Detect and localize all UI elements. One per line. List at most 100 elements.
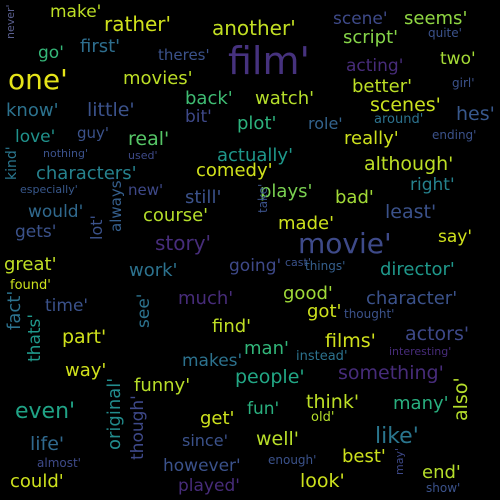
word-show: show' [426, 481, 461, 495]
word-many: many' [393, 393, 449, 414]
word-though: though' [128, 395, 148, 460]
word-fun: fun' [247, 399, 280, 419]
word-movie: movie' [298, 227, 392, 260]
word-say: say' [438, 227, 473, 247]
word-ending: ending' [432, 128, 477, 142]
word-used: used' [128, 149, 158, 162]
word-characters: characters' [36, 163, 137, 184]
word-hes: hes' [456, 103, 495, 125]
word-much: much' [178, 288, 234, 309]
word-found: found' [10, 278, 51, 293]
word-got: got' [307, 301, 342, 322]
word-scenes: scenes' [370, 94, 441, 116]
word-made: made' [278, 213, 335, 234]
word-really: really' [344, 128, 399, 149]
word-thought: thought' [344, 307, 395, 321]
word-thats: thats' [25, 313, 45, 362]
word-plot: plot' [237, 113, 277, 134]
word-character: character' [366, 288, 458, 309]
word-going: going' [229, 256, 282, 276]
word-especially: especially' [20, 183, 78, 196]
word-first: first' [80, 36, 121, 57]
word-right: right' [410, 175, 455, 195]
word-great: great' [4, 254, 57, 275]
word-lot: lot' [87, 215, 106, 240]
word-story: story' [155, 231, 212, 255]
word-around: around' [374, 112, 424, 127]
word-like: like' [375, 424, 419, 449]
word-old: old' [311, 410, 335, 425]
word-new: new' [128, 181, 164, 199]
word-makes: makes' [182, 351, 243, 371]
word-film: film' [228, 39, 310, 83]
word-however: however' [163, 456, 241, 476]
word-girl: girl' [452, 76, 475, 90]
word-funny: funny' [134, 375, 191, 396]
word-actors: actors' [405, 323, 470, 345]
word-enough: enough' [268, 453, 317, 467]
word-actually: actually' [217, 145, 294, 166]
word-also: also' [450, 377, 472, 421]
word-movies: movies' [123, 68, 193, 89]
word-instead: instead' [296, 349, 348, 364]
word-acting: acting' [346, 56, 404, 76]
word-look: look' [300, 470, 345, 492]
word-never: never' [4, 4, 17, 39]
word-original: original' [104, 377, 125, 450]
word-go: go' [38, 43, 64, 63]
word-way: way' [65, 360, 107, 381]
word-course: course' [143, 205, 209, 226]
word-love: love' [15, 127, 56, 147]
word-quite: quite' [428, 26, 462, 40]
word-nothing: nothing' [43, 147, 89, 160]
word-almost: almost' [37, 456, 81, 470]
word-guy: guy' [77, 124, 110, 142]
word-people: people' [235, 366, 305, 388]
word-find: find' [212, 316, 252, 337]
word-good: good' [283, 283, 333, 304]
word-back: back' [185, 88, 233, 109]
word-rather: rather' [104, 12, 172, 36]
word-gets: gets' [15, 222, 57, 242]
word-script: script' [343, 27, 399, 48]
word-little: little' [87, 99, 135, 121]
word-comedy: comedy' [196, 160, 273, 181]
word-interesting: interesting' [389, 345, 452, 358]
word-life: life' [30, 433, 65, 455]
word-always: always' [107, 176, 125, 232]
word-things: things' [305, 259, 346, 273]
word-although: although' [364, 153, 454, 175]
word-another: another' [212, 16, 296, 40]
word-end: end' [422, 462, 461, 483]
word-even: even' [15, 399, 76, 424]
word-bad: bad' [335, 187, 374, 208]
word-best: best' [342, 446, 386, 467]
word-real: real' [128, 128, 170, 150]
word-still: still' [185, 187, 222, 208]
word-one: one' [8, 63, 68, 96]
word-see: see' [134, 293, 154, 328]
word-films: films' [325, 330, 376, 352]
word-plays: plays' [260, 181, 313, 202]
word-cast: cast' [285, 256, 311, 269]
word-something: something' [338, 362, 444, 384]
word-fact: fact' [4, 290, 25, 330]
word-part: part' [62, 326, 107, 348]
word-role: role' [308, 114, 343, 133]
word-make: make' [50, 2, 102, 22]
word-least: least' [385, 201, 437, 223]
word-two: two' [440, 49, 476, 69]
word-man: man' [244, 338, 289, 359]
word-could: could' [10, 471, 64, 492]
word-watch: watch' [255, 88, 315, 109]
word-bit: bit' [185, 107, 212, 127]
word-better: better' [352, 76, 413, 97]
word-scene: scene' [333, 9, 388, 29]
word-work: work' [129, 260, 178, 281]
word-director: director' [380, 259, 455, 280]
word-since: since' [182, 431, 228, 450]
word-theres: theres' [158, 46, 210, 64]
word-time: time' [45, 296, 89, 316]
word-get: get' [200, 408, 235, 429]
